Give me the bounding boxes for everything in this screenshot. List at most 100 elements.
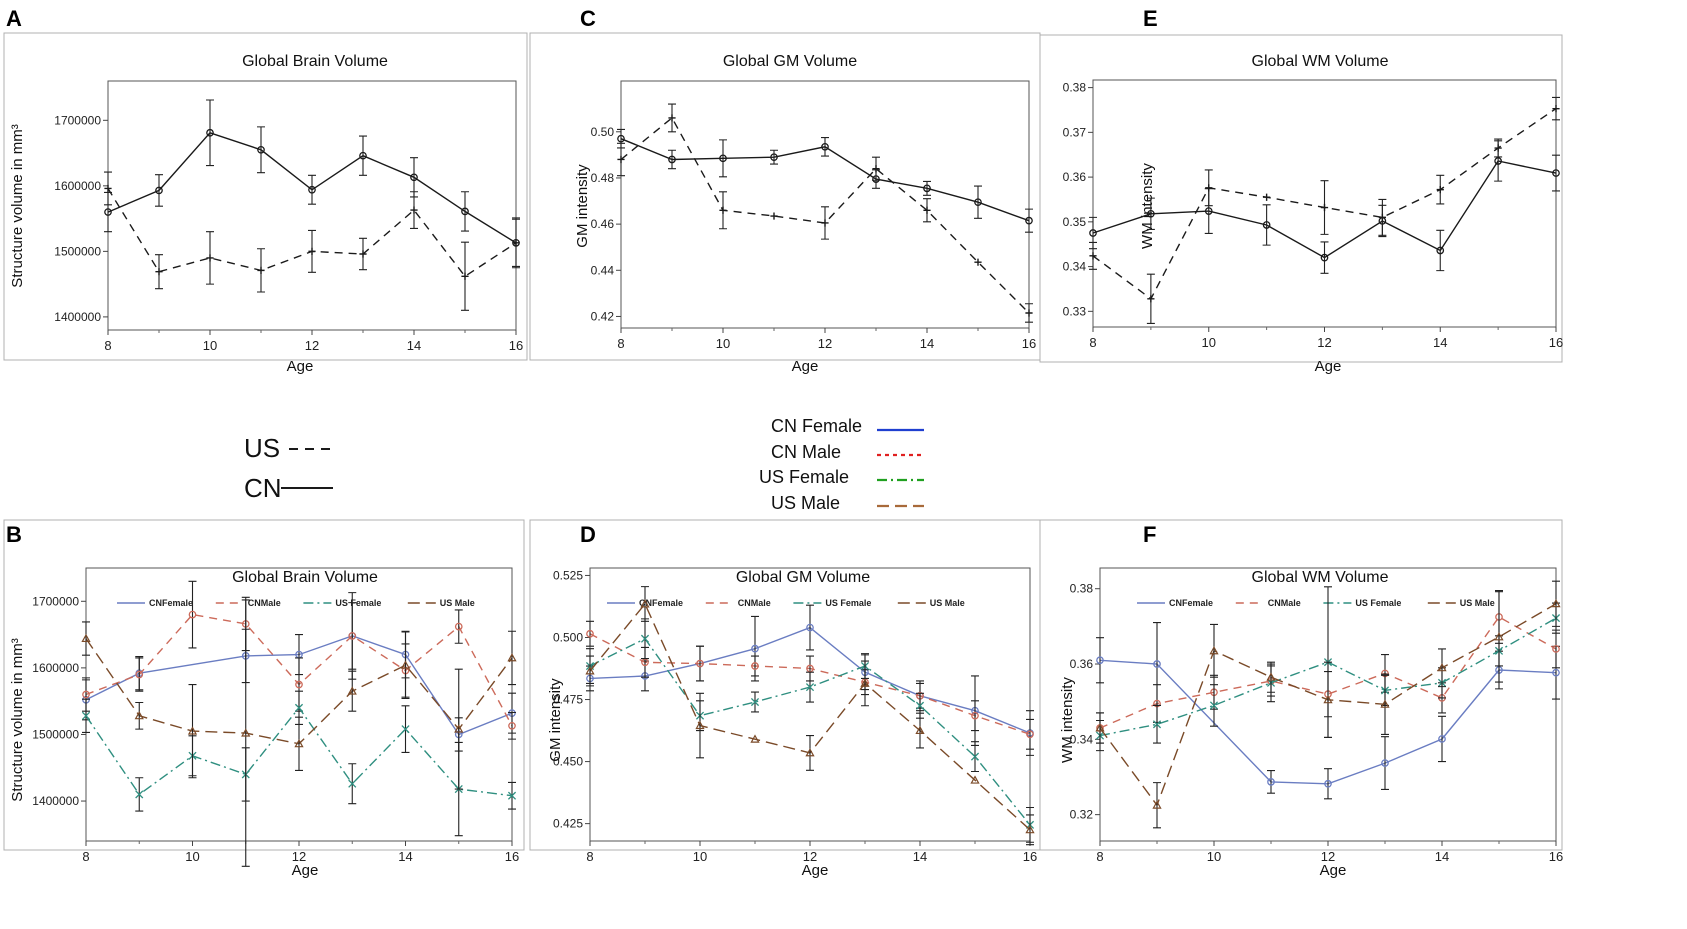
error-bar <box>454 609 463 644</box>
error-bar <box>241 599 250 867</box>
data-point <box>507 791 517 800</box>
data-point <box>1436 186 1444 194</box>
x-tick-label: 16 <box>1023 849 1037 864</box>
y-tick-label: 0.37 <box>1063 125 1087 139</box>
data-point <box>770 153 778 162</box>
data-point <box>586 629 594 638</box>
chart-panel-c: Global GM Volume 0.42 0.44 0.46 0.48 0.50 8 10 1… <box>529 32 1041 375</box>
data-point <box>348 779 357 788</box>
data-point <box>872 165 880 173</box>
x-tick-label: 12 <box>803 849 817 864</box>
data-point <box>359 151 367 160</box>
data-point <box>135 670 144 679</box>
data-point <box>257 145 265 154</box>
data-point <box>751 644 759 653</box>
data-point <box>1089 252 1097 260</box>
panel-letter-a: A <box>6 6 22 31</box>
y-tick-label: 1600000 <box>32 661 79 675</box>
error-bar <box>295 716 303 771</box>
data-point <box>1025 216 1033 225</box>
data-point <box>1494 144 1502 152</box>
data-point <box>806 623 814 632</box>
data-point <box>400 660 411 669</box>
legend-entry: US Female <box>1355 598 1401 608</box>
y-tick-label: 0.42 <box>591 309 615 323</box>
data-point <box>1025 824 1035 834</box>
error-bar <box>1381 736 1389 790</box>
data-point <box>508 721 516 730</box>
series-line <box>1099 616 1557 729</box>
data-point <box>1494 632 1504 641</box>
data-point <box>640 634 650 643</box>
data-point <box>668 155 676 164</box>
y-axis-label: WM intensity <box>1059 677 1076 763</box>
y-tick-label: 0.33 <box>1063 304 1087 318</box>
y-tick-label: 0.32 <box>1070 808 1094 822</box>
x-tick-label: 10 <box>693 849 707 864</box>
legend-us-female-label: US Female <box>759 467 849 487</box>
error-bar <box>696 645 704 682</box>
data-point <box>155 186 163 195</box>
error-bar <box>308 174 316 205</box>
legend-us-label: US <box>244 433 280 463</box>
error-bar <box>135 657 144 692</box>
y-axis-label: Structure volume in mm³ <box>9 638 26 801</box>
x-axis-label: Age <box>292 862 319 879</box>
chart-title: Global Brain Volume <box>242 53 388 70</box>
series-cn <box>1089 140 1560 274</box>
legend-entry: US Male <box>1460 598 1495 608</box>
data-point <box>294 703 304 712</box>
data-point <box>1552 645 1560 653</box>
legend-us-male-label: US Male <box>771 493 840 513</box>
error-bar <box>1436 229 1445 272</box>
data-point <box>971 711 979 720</box>
chart-panel-f: Global WM Volume 0.32 0.34 0.36 0.38 8 10 12 14 1… <box>1039 519 1563 879</box>
x-tick-label: 12 <box>818 336 832 351</box>
error-bar <box>1320 241 1329 274</box>
series-line <box>620 116 1030 314</box>
data-point <box>821 219 829 227</box>
data-point <box>751 662 759 670</box>
panel-frame <box>1039 519 1563 851</box>
series-us-male <box>585 586 1035 846</box>
data-point <box>1147 209 1155 218</box>
legend-cn-female-label: CN Female <box>771 416 862 436</box>
data-point <box>1209 646 1219 655</box>
x-tick-label: 10 <box>716 336 730 351</box>
chart-title: Global WM Volume <box>1252 569 1389 586</box>
x-tick-label: 10 <box>185 849 199 864</box>
data-point <box>410 173 418 182</box>
data-point <box>1095 723 1105 732</box>
error-bar <box>971 700 979 732</box>
error-bar <box>1552 580 1560 627</box>
error-bar <box>1381 673 1389 735</box>
x-tick-label: 14 <box>1435 849 1449 864</box>
data-point <box>1437 662 1447 672</box>
data-point <box>1436 246 1445 255</box>
data-point <box>1378 213 1386 221</box>
data-point <box>347 686 357 695</box>
legend-entry: CNFemale <box>149 598 193 608</box>
error-bar <box>821 137 829 157</box>
x-axis-label: Age <box>792 358 819 375</box>
data-point <box>512 239 520 247</box>
data-point <box>359 250 367 258</box>
data-point <box>719 206 727 214</box>
panel-letter-b: B <box>6 522 22 547</box>
y-tick-label: 1700000 <box>54 113 101 127</box>
data-point <box>241 728 251 737</box>
y-axis-label: WM intensity <box>1139 163 1156 249</box>
data-point <box>770 212 778 220</box>
x-tick-label: 14 <box>1433 335 1447 350</box>
x-tick-label: 8 <box>1089 335 1096 350</box>
data-point <box>585 666 595 675</box>
error-bar <box>1026 814 1034 846</box>
y-tick-label: 0.50 <box>591 125 615 139</box>
legend-us-cn: US CN <box>244 433 333 503</box>
y-tick-label: 0.425 <box>553 817 583 831</box>
error-bar <box>1267 661 1275 693</box>
data-point <box>923 184 931 193</box>
data-point <box>104 184 112 193</box>
data-point <box>104 208 112 216</box>
